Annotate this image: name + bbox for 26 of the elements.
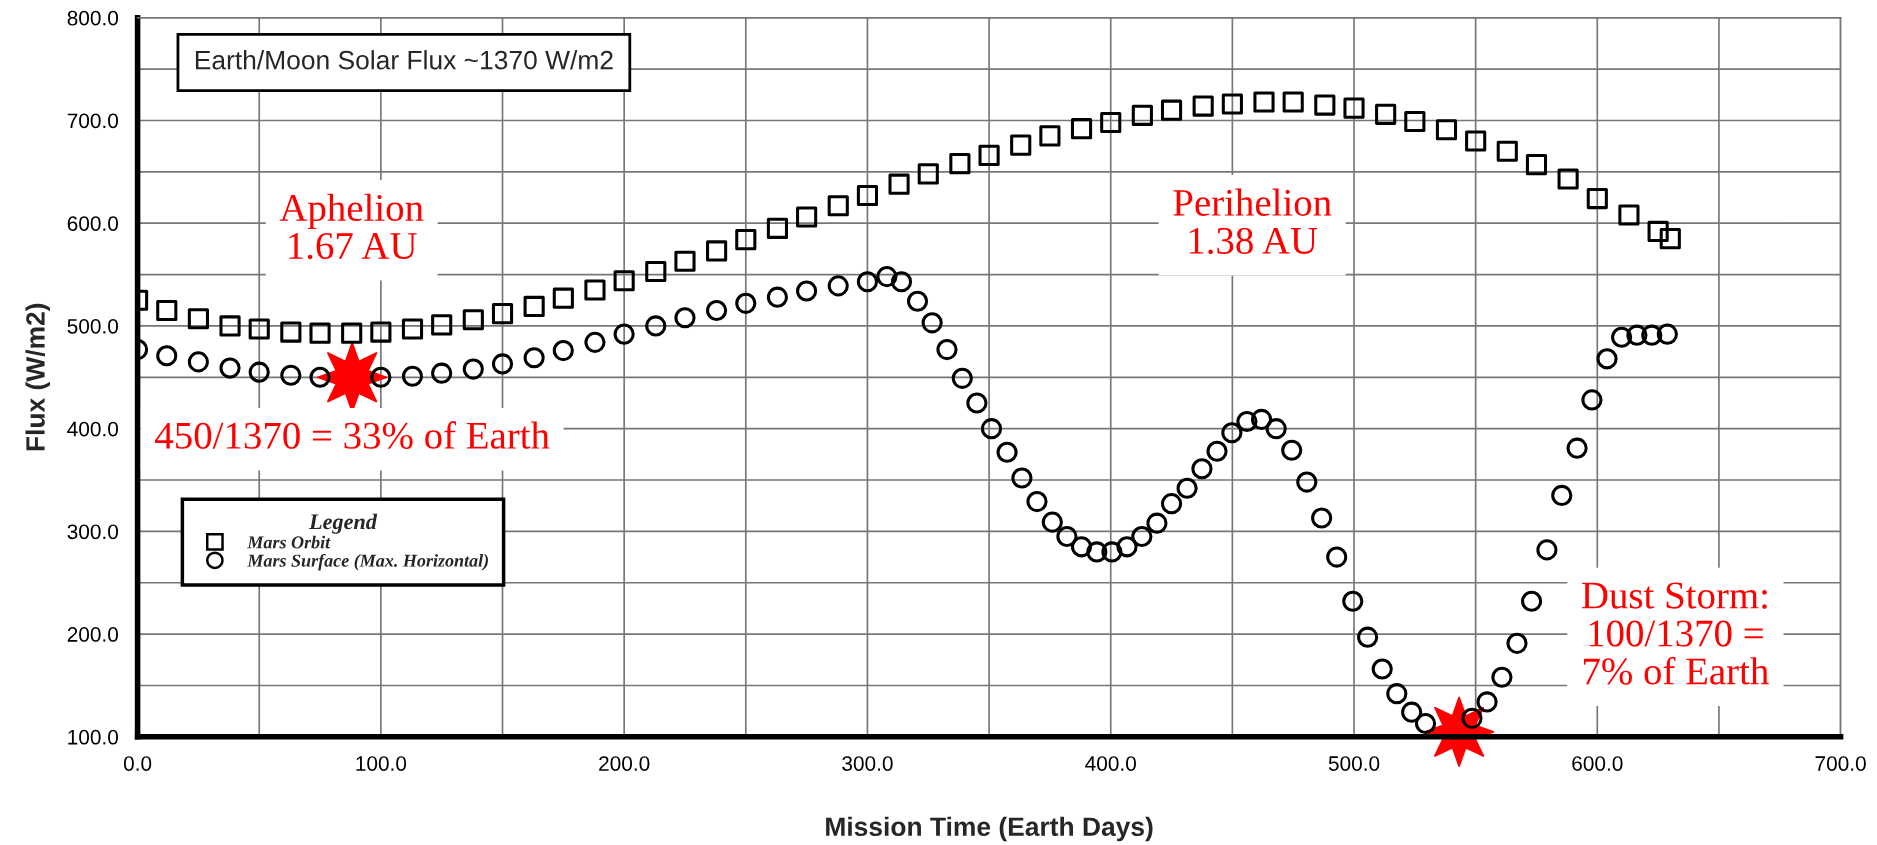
y-tick-label: 500.0: [67, 318, 119, 334]
y-tick-label: 300.0: [67, 524, 119, 540]
y-axis-title: Flux (W/m2): [25, 303, 51, 451]
legend-label: Mars Orbit: [247, 535, 331, 549]
y-tick-label: 400.0: [67, 421, 119, 437]
legend-label: Mars Surface (Max. Horizontal): [247, 553, 488, 571]
y-tick-label: 200.0: [67, 627, 119, 642]
y-tick-label: 600.0: [67, 216, 119, 231]
x-tick-label: 100.0: [356, 756, 407, 771]
annotation: 450/1370 = 33% of Earth: [155, 421, 550, 449]
x-tick-label: 0.0: [123, 756, 152, 771]
x-axis-title: Mission Time (Earth Days): [826, 816, 1153, 842]
x-tick-label: 500.0: [1328, 756, 1380, 771]
x-tick-label: 200.0: [599, 756, 650, 771]
annotation: Dust Storm: 100/1370 = 7% of Earth: [1581, 582, 1769, 685]
annotation: Perihelion 1.38 AU: [1173, 188, 1332, 255]
annotation: Aphelion 1.67 AU: [279, 193, 424, 260]
y-tick-label: 700.0: [67, 113, 119, 129]
y-tick-label: 100.0: [68, 729, 119, 745]
x-tick-label: 400.0: [1085, 756, 1136, 771]
x-tick-label: 700.0: [1815, 756, 1866, 771]
annotation: Earth/Moon Solar Flux ~1370 W/m2: [195, 50, 613, 70]
legend-title: Legend: [308, 513, 378, 534]
x-tick-label: 300.0: [842, 756, 893, 771]
x-tick-label: 600.0: [1572, 756, 1623, 771]
y-tick-label: 800.0: [67, 10, 119, 26]
